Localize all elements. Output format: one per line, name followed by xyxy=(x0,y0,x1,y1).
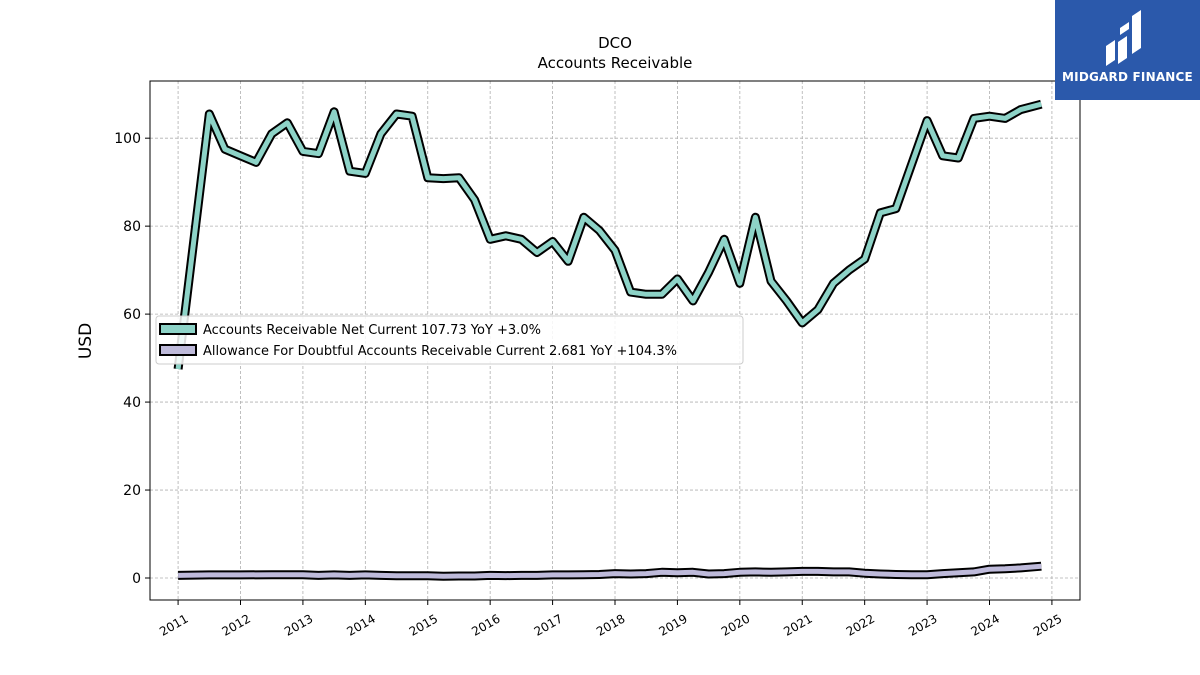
legend: Accounts Receivable Net Current 107.73 Y… xyxy=(155,315,744,365)
legend-label-1: Accounts Receivable Net Current 107.73 Y… xyxy=(203,323,541,338)
y-tick-label: 0 xyxy=(132,571,141,587)
midgard-logo-icon xyxy=(1105,10,1141,66)
brand-name: MIDGARD FINANCE xyxy=(1062,70,1193,84)
tick-layer: 2011 2012 2013 2014 2015 2016 2017 2018 2019 2020… xyxy=(114,131,1064,639)
y-tick-label: 20 xyxy=(123,483,141,499)
brand-logo: MIDGARD FINANCE xyxy=(1055,0,1200,100)
x-tick-label: 2017 xyxy=(532,611,565,638)
x-tick-label: 2013 xyxy=(282,611,315,638)
y-axis-label: USD xyxy=(76,323,96,359)
x-tick-label: 2020 xyxy=(719,611,752,638)
series-layer xyxy=(173,99,1043,581)
y-tick-label: 60 xyxy=(123,307,141,323)
y-tick-label: 40 xyxy=(123,395,141,411)
legend-label-2: Allowance For Doubtful Accounts Receivab… xyxy=(203,344,677,359)
y-tick-label: 100 xyxy=(114,131,141,147)
x-tick-label: 2014 xyxy=(344,611,377,638)
x-tick-label: 2011 xyxy=(157,611,190,638)
x-tick-label: 2012 xyxy=(220,611,253,638)
legend-swatch-1 xyxy=(159,323,197,335)
y-tick-label: 80 xyxy=(123,219,141,235)
x-tick-label: 2019 xyxy=(656,611,689,638)
x-tick-label: 2022 xyxy=(844,611,877,638)
series-line-1 xyxy=(175,101,1042,370)
x-tick-label: 2023 xyxy=(906,611,939,638)
chart-title: DCO xyxy=(598,34,632,52)
x-tick-label: 2015 xyxy=(407,611,440,638)
x-tick-label: 2016 xyxy=(469,611,502,638)
chart-subtitle: Accounts Receivable xyxy=(538,54,693,72)
legend-swatch-2 xyxy=(159,344,197,356)
x-tick-label: 2024 xyxy=(969,611,1002,638)
x-tick-label: 2021 xyxy=(781,611,814,638)
x-tick-label: 2025 xyxy=(1031,611,1064,638)
series-line-2 xyxy=(178,563,1042,579)
legend-box xyxy=(155,315,744,365)
x-tick-label: 2018 xyxy=(594,611,627,638)
